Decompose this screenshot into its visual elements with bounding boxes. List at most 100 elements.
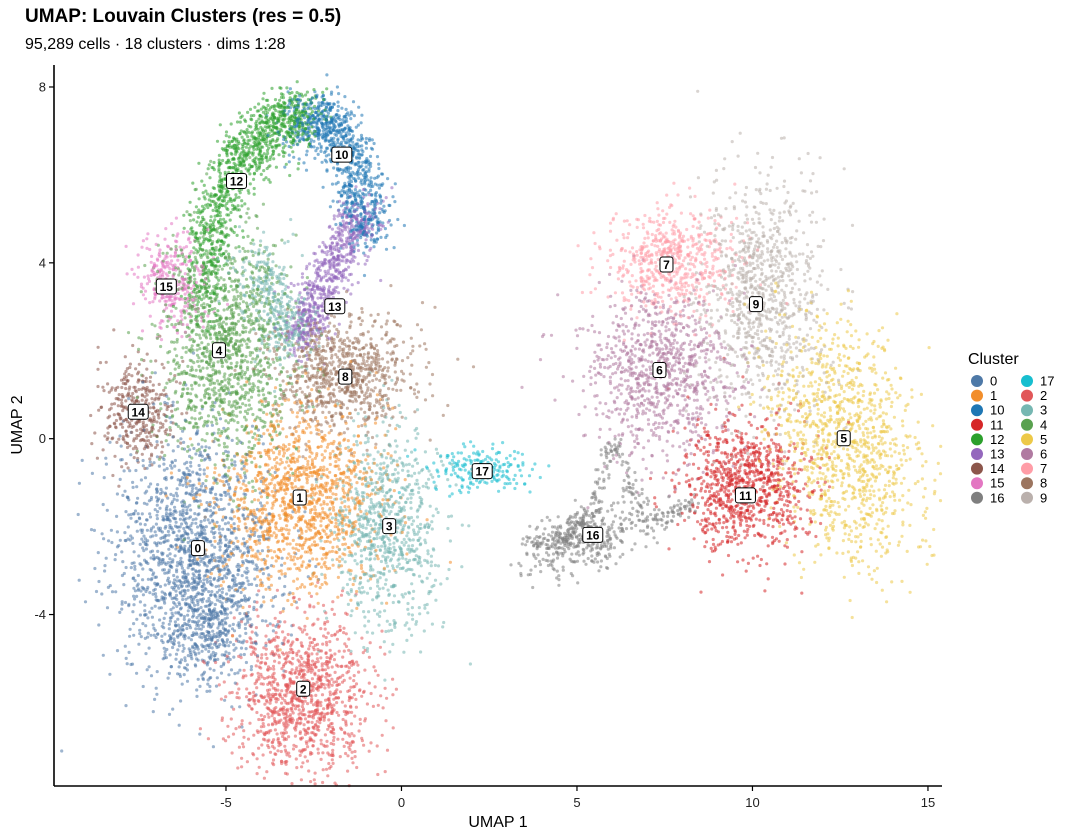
- cell-point-cluster-16: [574, 552, 579, 556]
- cell-point-cluster-0: [182, 471, 186, 475]
- cell-point-cluster-4: [126, 331, 131, 335]
- cell-point-cluster-9: [820, 348, 824, 352]
- cell-point-cluster-5: [803, 394, 807, 398]
- cell-point-cluster-4: [204, 355, 208, 359]
- cell-point-cluster-11: [682, 461, 686, 465]
- cell-point-cluster-8: [427, 361, 431, 365]
- cell-point-cluster-5: [842, 390, 846, 394]
- cell-point-cluster-0: [167, 533, 171, 537]
- cell-point-cluster-10: [364, 146, 368, 150]
- cell-point-cluster-4: [213, 463, 217, 467]
- cell-point-cluster-0: [168, 552, 172, 556]
- cell-point-cluster-16: [683, 498, 688, 503]
- cell-point-cluster-8: [355, 354, 359, 358]
- cell-point-cluster-13: [356, 248, 361, 253]
- cell-point-cluster-0: [173, 620, 177, 624]
- cell-point-cluster-5: [888, 441, 893, 445]
- cell-point-cluster-3: [366, 436, 370, 440]
- cell-point-cluster-17: [497, 489, 501, 493]
- cell-point-cluster-5: [840, 384, 844, 388]
- cell-point-cluster-13: [313, 318, 317, 322]
- cell-point-cluster-8: [366, 430, 370, 434]
- cell-point-cluster-2: [320, 693, 325, 697]
- cell-point-cluster-4: [239, 354, 244, 358]
- cell-point-cluster-0: [191, 558, 195, 563]
- cell-point-cluster-6: [597, 435, 602, 439]
- cell-point-cluster-3: [391, 600, 395, 605]
- cell-point-cluster-10: [357, 176, 361, 180]
- cell-point-cluster-9: [775, 254, 779, 258]
- cell-point-cluster-16: [599, 565, 603, 569]
- cell-point-cluster-5: [802, 401, 806, 405]
- cell-point-cluster-0: [212, 535, 216, 540]
- cell-point-cluster-7: [625, 268, 629, 272]
- cell-point-cluster-1: [245, 540, 249, 544]
- cell-point-cluster-11: [770, 535, 775, 540]
- cell-point-cluster-11: [654, 505, 659, 509]
- cell-point-cluster-8: [419, 328, 423, 332]
- cell-point-cluster-0: [196, 525, 200, 529]
- cell-point-cluster-1: [337, 532, 342, 536]
- cell-point-cluster-5: [832, 518, 836, 522]
- cell-point-cluster-6: [592, 359, 597, 363]
- cell-point-cluster-1: [309, 551, 313, 555]
- cell-point-cluster-7: [635, 285, 640, 290]
- cell-point-cluster-17: [456, 475, 460, 479]
- cell-point-cluster-5: [908, 590, 912, 594]
- cell-point-cluster-5: [825, 312, 829, 316]
- cell-point-cluster-5: [850, 615, 854, 620]
- cell-point-cluster-3: [426, 552, 430, 556]
- cell-point-cluster-2: [291, 711, 295, 715]
- cell-point-cluster-6: [593, 350, 597, 354]
- cell-point-cluster-9: [783, 306, 787, 310]
- cell-point-cluster-9: [795, 340, 799, 344]
- cell-point-cluster-1: [324, 556, 328, 560]
- cell-point-cluster-5: [865, 484, 869, 488]
- cell-point-cluster-6: [695, 411, 699, 415]
- cell-point-cluster-16: [597, 486, 602, 490]
- cell-point-cluster-0: [189, 460, 193, 465]
- cell-point-cluster-5: [852, 465, 856, 469]
- cell-point-cluster-4: [300, 365, 304, 369]
- cell-point-cluster-6: [699, 416, 704, 420]
- cell-point-cluster-12: [246, 169, 250, 173]
- cell-point-cluster-8: [378, 378, 382, 383]
- cell-point-cluster-6: [598, 401, 602, 405]
- cell-point-cluster-12: [249, 114, 253, 118]
- cell-point-cluster-5: [807, 491, 811, 495]
- cell-point-cluster-2: [312, 648, 316, 652]
- cell-point-cluster-16: [638, 529, 643, 533]
- cell-point-cluster-4: [230, 458, 234, 462]
- cell-point-cluster-4: [251, 435, 255, 440]
- cell-point-cluster-15: [181, 230, 185, 234]
- cell-point-cluster-17: [504, 475, 508, 479]
- cell-point-cluster-9: [759, 192, 763, 196]
- cell-point-cluster-4: [277, 432, 282, 436]
- cell-point-cluster-0: [122, 571, 126, 576]
- cell-point-cluster-4: [185, 210, 189, 214]
- cell-point-cluster-1: [292, 555, 296, 559]
- cell-point-cluster-3: [429, 473, 433, 477]
- cell-point-cluster-5: [906, 446, 910, 450]
- cell-point-cluster-8: [446, 403, 450, 408]
- cell-point-cluster-5: [880, 588, 884, 592]
- cell-point-cluster-3: [346, 445, 350, 449]
- cell-point-cluster-3: [238, 249, 242, 253]
- cell-point-cluster-2: [224, 695, 228, 699]
- cell-point-cluster-16: [525, 535, 529, 539]
- cell-point-cluster-3: [387, 512, 391, 516]
- cell-point-cluster-3: [353, 552, 357, 556]
- cell-point-cluster-5: [831, 337, 835, 341]
- cell-point-cluster-0: [153, 697, 157, 702]
- cell-point-cluster-0: [195, 616, 199, 620]
- cell-point-cluster-8: [393, 320, 397, 324]
- cell-point-cluster-0: [135, 529, 139, 533]
- cell-point-cluster-3: [411, 519, 416, 523]
- cell-point-cluster-9: [797, 157, 801, 161]
- cell-point-cluster-7: [631, 258, 635, 262]
- cell-point-cluster-5: [859, 463, 863, 467]
- cell-point-cluster-13: [308, 279, 312, 283]
- cell-point-cluster-3: [358, 522, 362, 526]
- cell-point-cluster-1: [278, 462, 282, 466]
- cell-point-cluster-3: [393, 439, 398, 443]
